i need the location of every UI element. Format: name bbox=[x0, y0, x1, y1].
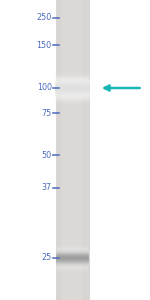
Text: 75: 75 bbox=[42, 109, 52, 118]
Text: 150: 150 bbox=[37, 40, 52, 50]
Text: 250: 250 bbox=[36, 14, 52, 22]
Text: 25: 25 bbox=[42, 254, 52, 262]
Text: 37: 37 bbox=[42, 184, 52, 193]
Bar bbox=[62, 0, 82, 300]
Bar bbox=[56, 0, 90, 300]
Text: 50: 50 bbox=[42, 151, 52, 160]
Text: 100: 100 bbox=[37, 83, 52, 92]
